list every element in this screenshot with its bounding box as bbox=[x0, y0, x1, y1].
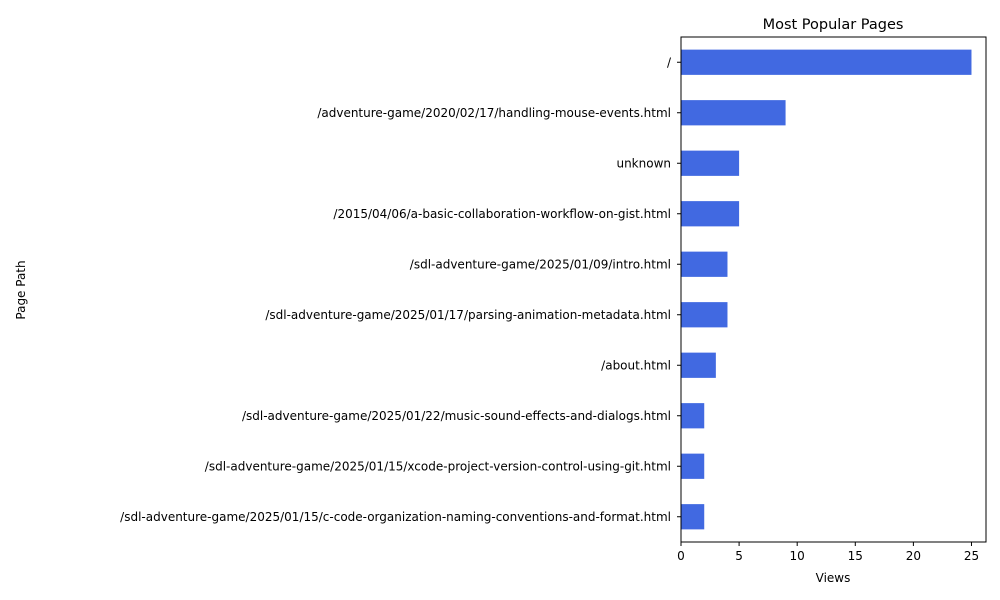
bar bbox=[681, 201, 740, 227]
bar bbox=[681, 100, 786, 126]
bar bbox=[681, 453, 705, 479]
y-tick-label: /about.html bbox=[601, 358, 671, 372]
bar bbox=[681, 251, 728, 277]
x-axis-title: Views bbox=[816, 571, 851, 585]
x-tick-label: 25 bbox=[964, 549, 979, 563]
y-tick-label: /sdl-adventure-game/2025/01/15/c-code-or… bbox=[120, 510, 671, 524]
y-tick-label: /sdl-adventure-game/2025/01/09/intro.htm… bbox=[410, 257, 671, 271]
x-tick-label: 15 bbox=[848, 549, 863, 563]
bar bbox=[681, 302, 728, 328]
y-tick-label: unknown bbox=[616, 156, 671, 170]
plot-area: / /adventure-game/2020/02/17/handling-mou… bbox=[120, 36, 987, 563]
bar bbox=[681, 150, 740, 176]
bar bbox=[681, 504, 705, 530]
y-tick-label: /adventure-game/2020/02/17/handling-mous… bbox=[317, 106, 671, 120]
x-tick-label: 10 bbox=[790, 549, 805, 563]
chart-title: Most Popular Pages bbox=[763, 17, 904, 33]
y-tick-label: /2015/04/06/a-basic-collaboration-workfl… bbox=[333, 207, 671, 221]
y-tick-label: /sdl-adventure-game/2025/01/22/music-sou… bbox=[242, 409, 671, 423]
x-tick-label: 0 bbox=[677, 549, 685, 563]
y-tick-label: /sdl-adventure-game/2025/01/17/parsing-a… bbox=[265, 308, 671, 322]
y-tick-label: / bbox=[667, 55, 672, 69]
plot-frame bbox=[680, 36, 987, 543]
bar bbox=[681, 49, 972, 75]
bar bbox=[681, 352, 716, 378]
bar bbox=[681, 403, 705, 429]
x-tick-label: 20 bbox=[906, 549, 921, 563]
y-axis-title: Page Path bbox=[14, 260, 28, 319]
x-tick-label: 5 bbox=[735, 549, 743, 563]
y-tick-label: /sdl-adventure-game/2025/01/15/xcode-pro… bbox=[205, 459, 671, 473]
